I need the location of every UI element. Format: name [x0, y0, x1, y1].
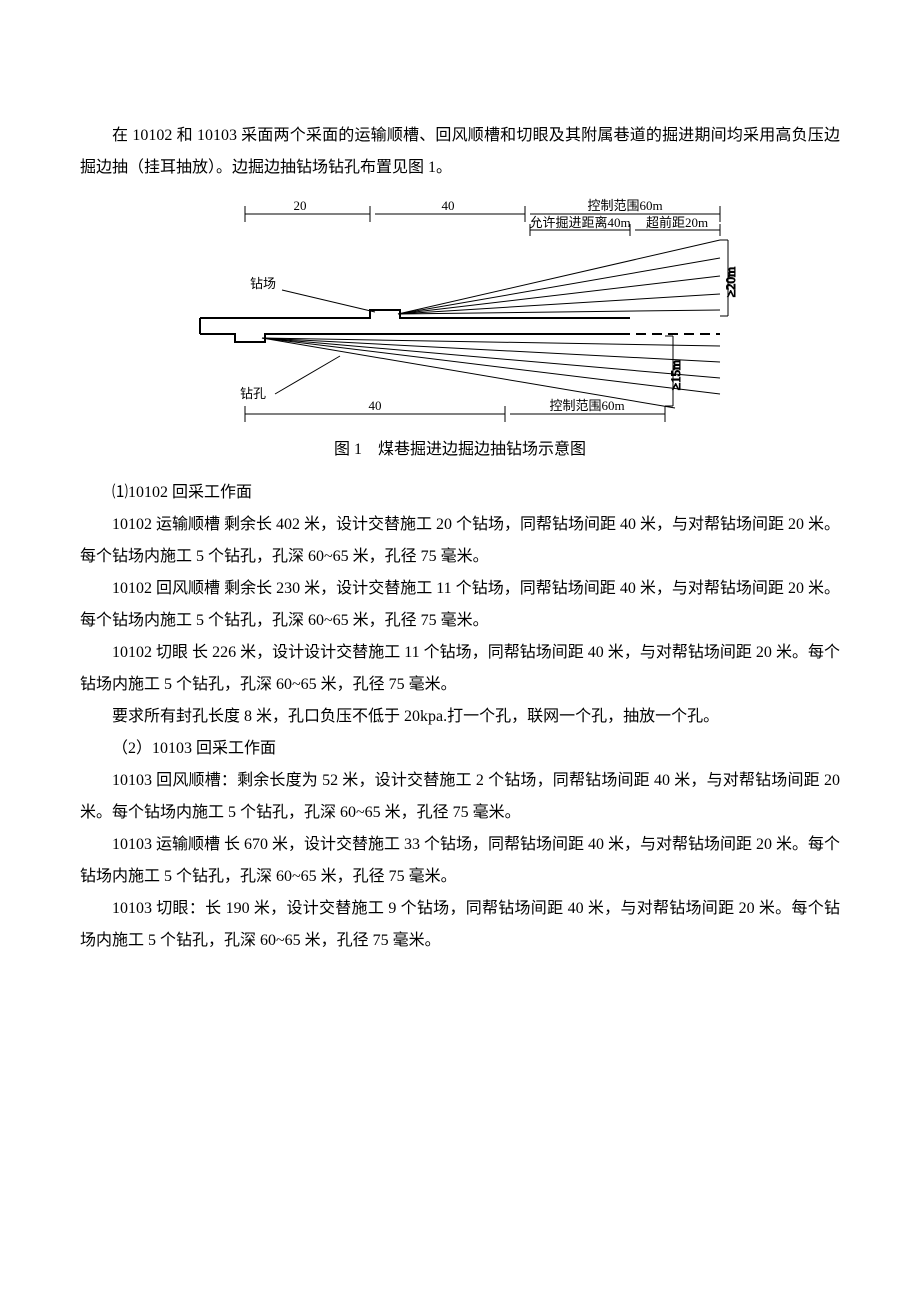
- diagram-container: 20 40 控制范围60m 允许掘进距离40m 超前距20m: [180, 196, 740, 426]
- section-2-p2: 10103 运输顺槽 长 670 米，设计交替施工 33 个钻场，同帮钻场间距 …: [80, 829, 840, 893]
- dim-ahead-label: 超前距20m: [646, 215, 708, 230]
- upper-fan-holes: [398, 240, 720, 314]
- zuankong-label: 钻孔: [240, 356, 340, 401]
- dim-allow-label: 允许掘进距离40m: [529, 215, 630, 230]
- section-1-title: ⑴10102 回采工作面: [80, 477, 840, 509]
- dim-bot-label: 40: [369, 398, 382, 413]
- zuanchang-text: 钻场: [250, 276, 276, 291]
- dim-left-label: 20: [294, 198, 307, 213]
- section-2-p1: 10103 回风顺槽：剩余长度为 52 米，设计交替施工 2 个钻场，同帮钻场间…: [80, 765, 840, 829]
- main-roadway: [200, 310, 630, 342]
- r15-text: ≥15m: [668, 360, 683, 390]
- zuanchang-label: 钻场: [250, 276, 375, 312]
- drill-layout-diagram: 20 40 控制范围60m 允许掘进距离40m 超前距20m: [180, 196, 740, 426]
- dim-ctrl-label: 控制范围60m: [587, 198, 662, 213]
- intro-paragraph: 在 10102 和 10103 采面两个采面的运输顺槽、回风顺槽和切眼及其附属巷…: [80, 120, 840, 184]
- dim-second-row: 允许掘进距离40m 超前距20m: [529, 215, 720, 236]
- lower-fan-holes: [262, 338, 720, 408]
- dim-bottom-row: 40 控制范围60m: [245, 398, 665, 422]
- r20-text: ≥20m: [723, 267, 738, 297]
- dim-ctrl2-label: 控制范围60m: [549, 398, 624, 413]
- section-1-p3: 10102 切眼 长 226 米，设计设计交替施工 11 个钻场，同帮钻场间距 …: [80, 637, 840, 701]
- right-bracket-15m: ≥15m: [665, 336, 683, 406]
- zuankong-text: 钻孔: [240, 386, 266, 401]
- figure-caption: 图 1 煤巷掘进边掘边抽钻场示意图: [80, 432, 840, 467]
- section-1-p4: 要求所有封孔长度 8 米，孔口负压不低于 20kpa.打一个孔，联网一个孔，抽放…: [80, 701, 840, 733]
- section-1-p2: 10102 回风顺槽 剩余长 230 米，设计交替施工 11 个钻场，同帮钻场间…: [80, 573, 840, 637]
- section-2-p3: 10103 切眼：长 190 米，设计交替施工 9 个钻场，同帮钻场间距 40 …: [80, 893, 840, 957]
- right-bracket-20m: ≥20m: [720, 240, 738, 316]
- dim-mid-label: 40: [442, 198, 455, 213]
- section-1-p1: 10102 运输顺槽 剩余长 402 米，设计交替施工 20 个钻场，同帮钻场间…: [80, 509, 840, 573]
- section-2-title: （2）10103 回采工作面: [80, 733, 840, 765]
